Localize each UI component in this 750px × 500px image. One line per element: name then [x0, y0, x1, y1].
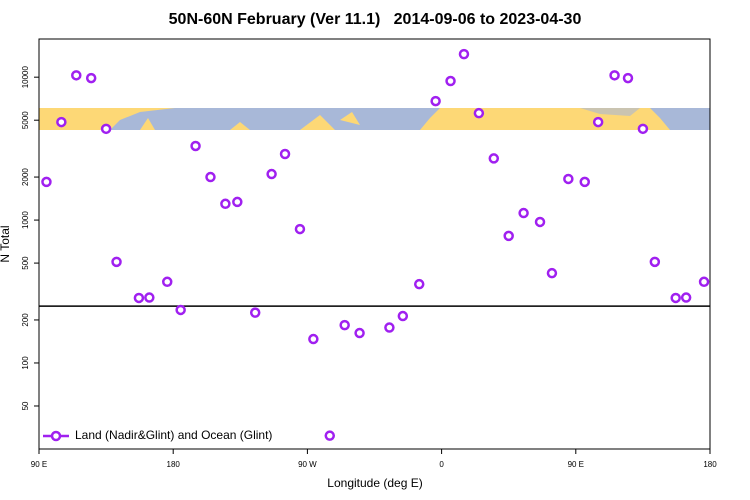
y-tick-label: 5000 — [21, 111, 30, 129]
data-point — [546, 267, 558, 279]
data-point — [71, 70, 82, 81]
data-point — [56, 116, 67, 128]
data-point — [354, 327, 365, 339]
chart-title: 50N-60N February (Ver 11.1) 2014-09-06 t… — [169, 11, 582, 28]
legend-label: Land (Nadir&Glint) and Ocean (Glint) — [75, 428, 272, 442]
y-tick-label: 10000 — [21, 66, 30, 89]
data-point — [232, 196, 243, 208]
data-point — [488, 153, 500, 164]
data-point — [609, 70, 620, 81]
data-point — [518, 207, 529, 219]
data-point — [339, 319, 350, 331]
data-point — [397, 310, 409, 322]
data-point — [579, 176, 590, 188]
data-point — [111, 256, 122, 268]
data-point — [308, 333, 319, 345]
y-tick-label: 500 — [21, 256, 30, 270]
data-point — [205, 171, 216, 183]
y-tick-label: 50 — [21, 401, 30, 410]
x-tick-label: 90 W — [298, 460, 317, 469]
plot-frame — [38, 38, 711, 450]
data-point — [41, 176, 52, 188]
x-tick-label: 180 — [703, 460, 717, 469]
map-strip — [39, 108, 710, 130]
data-point — [249, 307, 261, 318]
x-tick-label: 90 E — [568, 460, 584, 469]
x-tick-label: 90 E — [31, 460, 47, 469]
data-point — [534, 216, 546, 228]
data-point — [413, 278, 425, 290]
data-point — [430, 95, 441, 107]
data-point — [445, 75, 456, 87]
y-axis-label: N Total — [0, 225, 12, 262]
data-point — [384, 322, 395, 333]
x-tick-label: 180 — [167, 460, 181, 469]
data-point — [622, 72, 634, 84]
data-point — [458, 48, 470, 60]
data-point — [294, 223, 306, 235]
data-point — [85, 72, 97, 84]
y-tick-label: 200 — [21, 313, 30, 327]
legend-marker — [50, 430, 62, 442]
data-point — [592, 116, 604, 128]
data-point — [100, 123, 112, 135]
data-point — [324, 430, 336, 441]
x-tick-label: 0 — [439, 460, 444, 469]
y-tick-label: 100 — [21, 356, 30, 370]
data-point — [161, 276, 173, 288]
data-point — [473, 107, 485, 119]
data-point — [680, 292, 692, 303]
data-point — [503, 230, 514, 242]
data-point — [563, 173, 574, 185]
data-point — [698, 276, 710, 288]
x-axis-label: Longitude (deg E) — [327, 476, 422, 490]
data-point — [279, 148, 291, 160]
data-point — [190, 140, 201, 152]
data-point — [144, 292, 155, 303]
data-point — [266, 168, 277, 180]
y-tick-label: 2000 — [21, 168, 30, 186]
data-point — [175, 304, 186, 316]
data-point — [670, 292, 681, 304]
data-point — [133, 292, 145, 304]
data-point — [220, 198, 231, 210]
data-point — [637, 123, 649, 135]
y-tick-label: 1000 — [21, 211, 30, 229]
data-point — [649, 256, 661, 268]
